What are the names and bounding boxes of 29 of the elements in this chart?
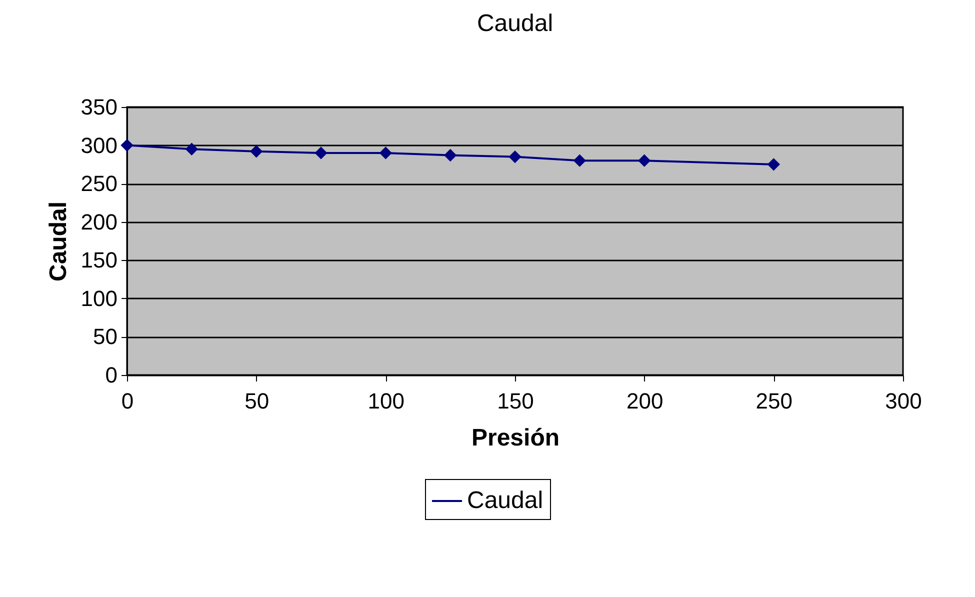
point <box>767 158 780 171</box>
y-tick-label: 250 <box>80 171 118 196</box>
point <box>638 154 651 167</box>
x-tick-label: 200 <box>626 388 664 414</box>
y-tick-label: 0 <box>105 362 118 388</box>
x-tick-label: 0 <box>121 388 134 414</box>
y-tick-label: 50 <box>93 324 118 350</box>
point <box>444 148 457 162</box>
y-tick-label: 300 <box>80 132 118 158</box>
y-tick-label: 150 <box>80 248 118 273</box>
y-tick-label: 100 <box>80 286 118 311</box>
x-tick-label: 250 <box>756 388 793 414</box>
x-tick-label: 150 <box>497 388 534 414</box>
point <box>508 150 522 164</box>
chart-title: Caudal <box>476 10 554 37</box>
y-tick-label: 350 <box>80 94 118 120</box>
point <box>250 145 263 158</box>
legend-label: Caudal <box>467 487 544 514</box>
x-tick-label: 100 <box>368 388 405 414</box>
y-tick-label: 200 <box>80 209 118 234</box>
point <box>573 154 586 167</box>
point <box>120 138 134 152</box>
point <box>185 142 198 156</box>
y-axis-title: Caudal <box>44 201 72 282</box>
point <box>379 146 392 160</box>
point <box>314 146 328 160</box>
x-axis-title: Presión <box>471 424 560 452</box>
x-tick-label: 300 <box>885 388 922 414</box>
x-tick-label: 50 <box>244 388 270 414</box>
